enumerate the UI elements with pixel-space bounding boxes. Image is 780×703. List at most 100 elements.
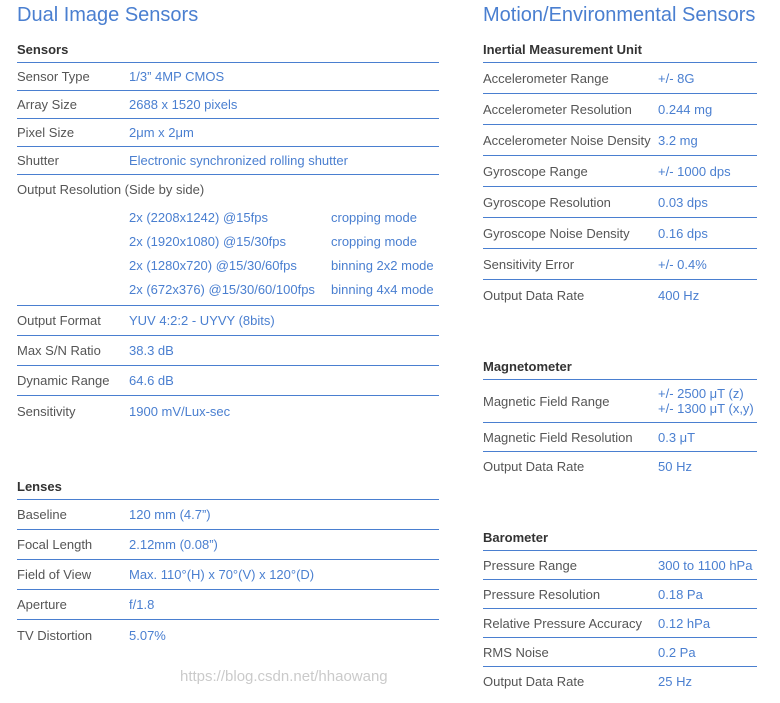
spec-value: f/1.8 <box>129 597 155 612</box>
lenses-section: Lenses Baseline 120 mm (4.7”) Focal Length… <box>17 475 439 650</box>
spec-label: RMS Noise <box>483 644 549 660</box>
spec-label: Field of View <box>17 567 92 582</box>
right-title: Motion/Environmental Sensors <box>483 4 756 26</box>
spec-row: Output Data Rate 50 Hz <box>483 452 757 481</box>
spec-label: Gyroscope Resolution <box>483 194 611 210</box>
spec-label: Max S/N Ratio <box>17 343 101 358</box>
spec-value: Electronic synchronized rolling shutter <box>129 153 348 168</box>
resolution-mode: cropping mode <box>331 209 417 225</box>
spec-value: 0.2 Pa <box>658 644 696 660</box>
spec-value: 25 Hz <box>658 674 692 689</box>
barometer-header: Barometer <box>483 526 757 551</box>
spec-label: Dynamic Range <box>17 373 110 388</box>
spec-row: Pressure Range 300 to 1100 hPa <box>483 551 757 580</box>
spec-row: Accelerometer Noise Density 3.2 mg <box>483 125 757 156</box>
spec-value: 3.2 mg <box>658 132 698 148</box>
spec-label: Gyroscope Range <box>483 163 588 179</box>
spec-value: 2μm x 2μm <box>129 125 194 140</box>
spec-value: 0.03 dps <box>658 194 708 210</box>
imu-header: Inertial Measurement Unit <box>483 38 757 63</box>
spec-value: 300 to 1100 hPa <box>658 557 753 573</box>
spec-row: Magnetic Field Range +/- 2500 μT (z) +/- … <box>483 380 757 423</box>
spec-row: Max S/N Ratio 38.3 dB <box>17 336 439 366</box>
spec-row: Accelerometer Range +/- 8G <box>483 63 757 94</box>
spec-value: 2.12mm (0.08”) <box>129 537 218 552</box>
spec-row: Gyroscope Range +/- 1000 dps <box>483 156 757 187</box>
spec-row: TV Distortion 5.07% <box>17 620 439 650</box>
resolution-value: 2x (1280x720) @15/30/60fps <box>129 257 297 273</box>
magnetometer-section: Magnetometer Magnetic Field Range +/- 250… <box>483 355 757 481</box>
output-resolution: Output Resolution (Side by side) 2x (220… <box>17 175 439 306</box>
spec-label: Pressure Range <box>483 557 577 573</box>
spec-label: Output Data Rate <box>483 288 585 303</box>
spec-row: Baseline 120 mm (4.7”) <box>17 500 439 530</box>
resolution-mode-row: 2x (1280x720) @15/30/60fps binning 2x2 mo… <box>17 253 439 277</box>
lenses-header: Lenses <box>17 475 439 500</box>
spec-label: Sensor Type <box>17 69 90 84</box>
spec-row: RMS Noise 0.2 Pa <box>483 638 757 667</box>
spec-value: 50 Hz <box>658 459 692 474</box>
spec-label: Sensitivity <box>17 403 76 419</box>
spec-row: Field of View Max. 110°(H) x 70°(V) x 120… <box>17 560 439 590</box>
spec-label: Relative Pressure Accuracy <box>483 615 642 631</box>
spec-row: Shutter Electronic synchronized rolling s… <box>17 147 439 175</box>
spec-row: Pressure Resolution 0.18 Pa <box>483 580 757 609</box>
resolution-mode-row: 2x (2208x1242) @15fps cropping mode <box>17 205 439 229</box>
sensors-header: Sensors <box>17 38 439 63</box>
spec-label: Output Format <box>17 313 101 328</box>
spec-value: 2688 x 1520 pixels <box>129 97 238 112</box>
resolution-mode: binning 4x4 mode <box>331 281 434 297</box>
resolution-mode-row: 2x (672x376) @15/30/60/100fps binning 4x4… <box>17 277 439 301</box>
spec-label: Pixel Size <box>17 125 75 140</box>
spec-value: 0.12 hPa <box>658 615 711 631</box>
spec-label: Array Size <box>17 97 77 112</box>
resolution-value: 2x (1920x1080) @15/30fps <box>129 233 287 249</box>
spec-value: 5.07% <box>129 627 166 643</box>
spec-value: 1/3” 4MP CMOS <box>129 69 225 84</box>
spec-row: Gyroscope Noise Density 0.16 dps <box>483 218 757 249</box>
spec-label: Sensitivity Error <box>483 256 575 272</box>
spec-value: 120 mm (4.7”) <box>129 507 211 522</box>
spec-value: 64.6 dB <box>129 373 174 388</box>
spec-row: Gyroscope Resolution 0.03 dps <box>483 187 757 218</box>
spec-row: Array Size 2688 x 1520 pixels <box>17 91 439 119</box>
spec-value: +/- 2500 μT (z) +/- 1300 μT (x,y) <box>658 386 754 416</box>
spec-label: Shutter <box>17 153 59 168</box>
watermark: https://blog.csdn.net/hhaowang <box>180 668 388 685</box>
spec-label: Accelerometer Noise Density <box>483 132 651 148</box>
sensors-section: Sensors Sensor Type 1/3” 4MP CMOS Array Si… <box>17 38 439 426</box>
spec-row: Sensitivity Error +/- 0.4% <box>483 249 757 280</box>
resolution-mode-row: 2x (1920x1080) @15/30fps cropping mode <box>17 229 439 253</box>
spec-label: Accelerometer Resolution <box>483 101 632 117</box>
output-resolution-label: Output Resolution (Side by side) <box>17 182 205 197</box>
spec-row: Sensitivity 1900 mV/Lux-sec <box>17 396 439 426</box>
spec-row: Focal Length 2.12mm (0.08”) <box>17 530 439 560</box>
spec-label: Output Data Rate <box>483 674 585 689</box>
resolution-value: 2x (2208x1242) @15fps <box>129 209 268 225</box>
spec-row: Sensor Type 1/3” 4MP CMOS <box>17 63 439 91</box>
spec-row: Output Format YUV 4:2:2 - UYVY (8bits) <box>17 306 439 336</box>
spec-row: Output Data Rate 400 Hz <box>483 280 757 311</box>
spec-value: 38.3 dB <box>129 343 174 358</box>
barometer-section: Barometer Pressure Range 300 to 1100 hPa P… <box>483 526 757 696</box>
spec-value: +/- 1000 dps <box>658 163 731 179</box>
spec-label: Focal Length <box>17 537 93 552</box>
left-title: Dual Image Sensors <box>17 4 199 26</box>
spec-label: Output Data Rate <box>483 459 585 474</box>
imu-section: Inertial Measurement Unit Accelerometer … <box>483 38 757 311</box>
spec-row: Relative Pressure Accuracy 0.12 hPa <box>483 609 757 638</box>
spec-value: 0.16 dps <box>658 225 708 241</box>
spec-row: Accelerometer Resolution 0.244 mg <box>483 94 757 125</box>
resolution-value: 2x (672x376) @15/30/60/100fps <box>129 281 315 297</box>
spec-label: TV Distortion <box>17 627 93 643</box>
spec-label: Aperture <box>17 597 67 612</box>
spec-label: Accelerometer Range <box>483 70 609 86</box>
spec-row: Pixel Size 2μm x 2μm <box>17 119 439 147</box>
spec-row: Aperture f/1.8 <box>17 590 439 620</box>
spec-row: Dynamic Range 64.6 dB <box>17 366 439 396</box>
spec-row: Output Data Rate 25 Hz <box>483 667 757 696</box>
resolution-mode: binning 2x2 mode <box>331 257 434 273</box>
spec-label: Pressure Resolution <box>483 586 601 602</box>
spec-value: +/- 0.4% <box>658 256 707 272</box>
spec-value: 1900 mV/Lux-sec <box>129 403 231 419</box>
